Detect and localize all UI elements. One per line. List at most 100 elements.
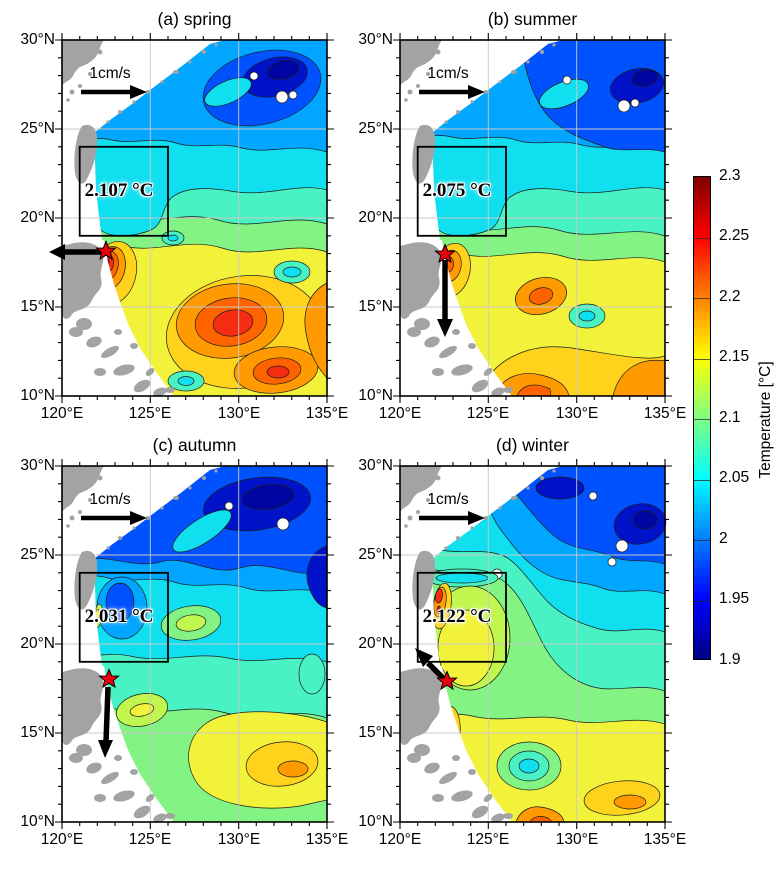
x-axis-tick-label: 135°E [643,405,687,422]
y-axis-tick-label: 10°N [358,813,393,830]
box-mean-temperature-label: 2.122 °C [422,606,492,627]
current-arrowhead-icon [415,648,433,667]
colorbar-tick-label: 2.1 [719,409,741,426]
colorbar-tick-label: 2.15 [719,348,750,365]
scale-arrowhead-icon [468,85,485,99]
y-axis-tick-label: 15°N [20,298,55,315]
study-box [78,145,169,237]
axis-ticks-and-border [393,459,672,829]
panel-b-title: (b) summer [487,9,578,29]
box-mean-temperature-label: 2.031 °C [84,606,154,627]
land-mask [62,40,218,397]
x-axis-tick-label: 125°E [466,831,510,848]
x-axis-tick-label: 130°E [555,831,599,848]
star-icon [98,668,120,689]
colorbar-tick-label: 2.2 [719,288,741,305]
scale-label: 1cm/s [89,491,131,508]
y-axis-tick-label: 10°N [20,387,55,404]
panel-a-spring: (a) spring [20,9,348,422]
study-box [78,571,169,663]
x-axis-tick-label: 135°E [305,831,349,848]
axis-ticks-and-border [55,459,334,829]
y-axis-tick-label: 25°N [20,120,55,137]
x-axis-tick-label: 120°E [378,831,422,848]
x-axis-tick-label: 135°E [305,405,349,422]
y-axis-tick-label: 30°N [358,457,393,474]
map-canvas-spring [49,33,334,403]
y-axis-tick-label: 25°N [358,546,393,563]
colorbar-tick-label: 2.05 [719,469,750,486]
x-axis-tick-label: 130°E [555,405,599,422]
map-canvas-autumn [55,459,334,829]
colorbar [693,176,711,660]
current-arrowhead-icon [49,244,65,260]
map-canvas-winter [393,459,672,829]
colorbar-tick-label: 1.95 [719,590,750,607]
panel-a-title: (a) spring [157,9,232,29]
grid-lines [400,466,665,822]
panel-c-autumn: (c) autumn [20,435,348,848]
land-mask [62,466,218,823]
current-arrow-northwest [426,661,446,681]
annotations-winter [415,511,507,691]
box-mean-temperature-label: 2.075 °C [422,180,492,201]
x-axis-tick-label: 130°E [217,405,261,422]
panel-b-summer: (b) summer [358,9,686,422]
current-arrowhead-icon [98,740,113,758]
annotations-autumn [78,511,169,758]
study-box [416,571,507,663]
colorbar-tick-label: 2 [719,530,728,547]
study-box [416,145,507,237]
y-axis-tick-label: 25°N [20,546,55,563]
scale-label: 1cm/s [427,491,469,508]
scale-arrowhead-icon [130,85,147,99]
land-mask [400,40,556,397]
x-axis-tick-label: 125°E [128,831,172,848]
x-axis-tick-label: 125°E [128,405,172,422]
colorbar-tick-label: 1.9 [719,651,741,668]
scale-label: 1cm/s [89,65,131,82]
y-axis-tick-label: 10°N [20,813,55,830]
scale-label: 1cm/s [427,65,469,82]
y-axis-tick-label: 15°N [358,724,393,741]
annotations-summer [416,85,507,337]
contour-field-spring [61,39,328,396]
map-canvas-summer [393,33,672,403]
panel-d-winter: (d) winter [358,435,686,848]
y-axis-tick-label: 15°N [20,724,55,741]
colorbar-title: Temperature [°C] [757,361,774,479]
scale-arrowhead-icon [468,511,485,525]
y-axis-tick-label: 20°N [20,635,55,652]
axis-ticks-and-border [55,33,334,403]
x-axis-tick-label: 125°E [466,405,510,422]
star-icon [95,240,117,261]
scale-arrowhead-icon [130,511,147,525]
x-axis-tick-label: 135°E [643,831,687,848]
y-axis-tick-label: 30°N [20,457,55,474]
panel-d-title: (d) winter [496,435,569,455]
colorbar-tick-label: 2.3 [719,167,741,184]
star-icon [434,243,456,264]
x-axis-tick-label: 130°E [217,831,261,848]
colorbar-tick-labels: 2.3 2.25 2.2 2.15 2.1 2.05 2 1.95 1.9 [719,167,771,668]
colorbar-tick-label: 2.25 [719,227,750,244]
y-axis-tick-label: 20°N [358,635,393,652]
y-axis-tick-label: 20°N [20,209,55,226]
grid-lines [400,40,665,396]
y-axis-tick-label: 25°N [358,120,393,137]
box-mean-temperature-label: 2.107 °C [84,180,154,201]
y-axis-tick-label: 30°N [20,31,55,48]
y-axis-tick-label: 10°N [358,387,393,404]
x-axis-tick-label: 120°E [40,831,84,848]
x-axis-tick-label: 120°E [40,405,84,422]
current-arrow-south [103,686,111,743]
star-icon [436,670,458,691]
grid-lines [62,466,327,822]
y-axis-tick-label: 20°N [358,209,393,226]
x-axis-tick-label: 120°E [378,405,422,422]
grid-lines [62,40,327,396]
axis-ticks-and-border [393,33,672,403]
y-axis-tick-label: 15°N [358,298,393,315]
y-axis-tick-label: 30°N [358,31,393,48]
annotations-spring [49,85,169,261]
